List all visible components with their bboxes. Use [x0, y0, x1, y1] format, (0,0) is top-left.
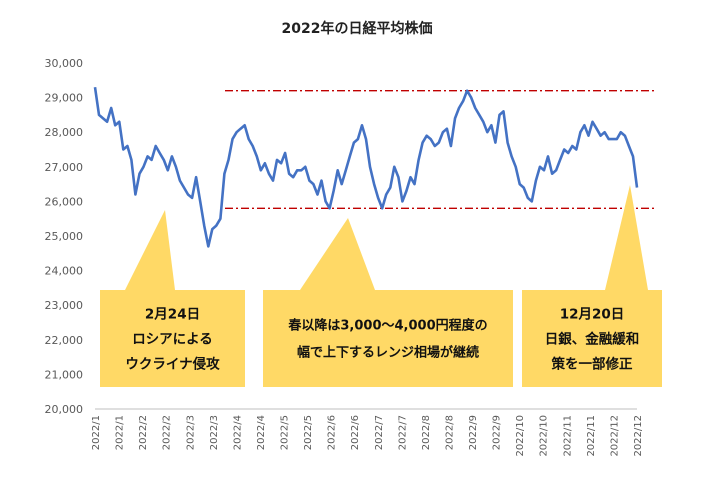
x-tick-label: 2022/6: [350, 415, 361, 450]
callout-box: [100, 210, 245, 387]
y-axis: 20,000 21,000 22,000 23,000 24,000 25,000 26,0…: [45, 57, 84, 416]
callout-text-line: ロシアによる: [132, 331, 213, 347]
y-tick-label: 25,000: [45, 230, 84, 243]
x-tick-label: 2022/9: [468, 415, 479, 450]
callout-text-line: 幅で上下するレンジ相場が継続: [297, 345, 479, 361]
x-tick-label: 2022/5: [303, 415, 314, 450]
y-tick-label: 29,000: [45, 92, 84, 105]
y-tick-label: 30,000: [45, 57, 84, 70]
series-line-nikkei: [93, 87, 639, 248]
x-tick-label: 2022/4: [256, 415, 267, 450]
y-tick-label: 22,000: [45, 334, 84, 347]
chart-title: 2022年の日経平均株価: [282, 20, 433, 37]
callout-box: [522, 185, 662, 387]
y-tick-label: 21,000: [45, 368, 84, 381]
y-tick-label: 20,000: [45, 403, 84, 416]
callout-text-line: ウクライナ侵攻: [125, 355, 220, 372]
x-tick-label: 2022/10: [539, 415, 550, 457]
x-tick-label: 2022/5: [280, 415, 291, 450]
y-tick-label: 27,000: [45, 161, 84, 174]
x-tick-label: 2022/1: [91, 415, 102, 450]
x-tick-label: 2022/10: [515, 415, 526, 457]
y-tick-label: 26,000: [45, 195, 84, 208]
x-tick-label: 2022/7: [397, 415, 408, 450]
x-tick-label: 2022/1: [115, 415, 126, 450]
x-tick-label: 2022/11: [586, 415, 597, 457]
x-axis: 2022/1 2022/1 2022/2 2022/2 2022/3 2022/3 2022…: [91, 408, 644, 457]
callout-box: [263, 218, 513, 387]
callout-text-line: 日銀、金融緩和: [545, 330, 640, 347]
x-tick-label: 2022/7: [374, 415, 385, 450]
x-tick-label: 2022/9: [492, 415, 503, 450]
x-tick-label: 2022/11: [562, 415, 573, 457]
callout-text-line: 2月24日: [145, 306, 200, 322]
y-tick-label: 28,000: [45, 126, 84, 139]
callout-text-line: 策を一部修正: [552, 355, 633, 372]
y-tick-label: 24,000: [45, 265, 84, 278]
x-tick-label: 2022/8: [444, 415, 455, 450]
callout-text-line: 12月20日: [560, 306, 625, 322]
x-tick-label: 2022/3: [209, 415, 220, 450]
x-tick-label: 2022/3: [185, 415, 196, 450]
x-tick-label: 2022/12: [633, 415, 644, 457]
x-tick-label: 2022/2: [138, 415, 149, 450]
x-tick-label: 2022/12: [609, 415, 620, 457]
x-tick-label: 2022/8: [421, 415, 432, 450]
annotation-callouts: 2月24日ロシアによるウクライナ侵攻春以降は3,000～4,000円程度の幅で上…: [100, 185, 662, 387]
y-tick-label: 23,000: [45, 299, 84, 312]
x-tick-label: 2022/2: [162, 415, 173, 450]
x-tick-label: 2022/4: [232, 415, 243, 450]
callout-text-line: 春以降は3,000～4,000円程度の: [287, 318, 487, 334]
reference-lines: [225, 89, 657, 210]
x-tick-label: 2022/6: [327, 415, 338, 450]
